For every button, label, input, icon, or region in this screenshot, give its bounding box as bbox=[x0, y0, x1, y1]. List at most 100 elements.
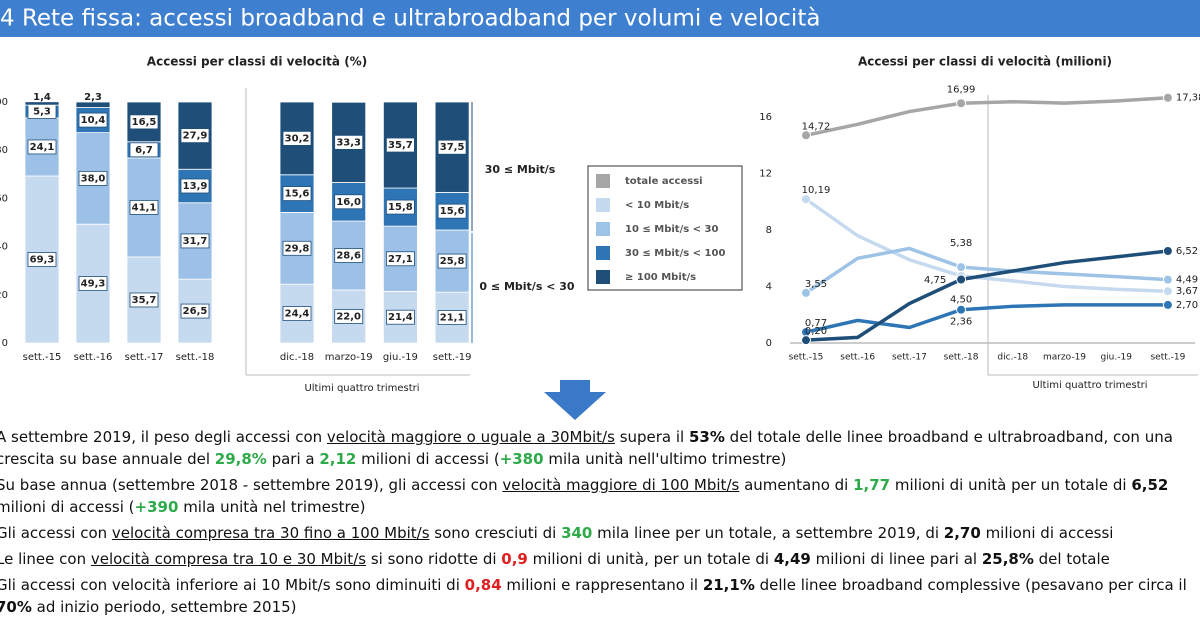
legend-label: ≥ 100 Mbit/s bbox=[625, 272, 696, 283]
group-label: Ultimi quattro trimestri bbox=[1032, 380, 1147, 391]
x-tick-label: sett.-17 bbox=[892, 353, 927, 363]
bullet-text: si sono ridotte di bbox=[366, 550, 502, 568]
data-label: 31,7 bbox=[183, 236, 208, 247]
bullet: Gli accessi con velocità compresa tra 30… bbox=[0, 522, 1200, 544]
label-box bbox=[385, 137, 415, 153]
label-box bbox=[78, 170, 108, 186]
data-label: 16,99 bbox=[947, 84, 976, 95]
data-label: 24,4 bbox=[285, 309, 310, 320]
x-tick-label: sett.-16 bbox=[74, 352, 113, 363]
label-box bbox=[437, 203, 467, 219]
marker bbox=[1162, 299, 1173, 310]
bullets: A settembre 2019, il peso degli accessi … bbox=[0, 426, 1200, 622]
data-label: 69,3 bbox=[30, 254, 55, 265]
bullet-text: Gli accessi con bbox=[0, 524, 112, 542]
data-label: 29,8 bbox=[285, 243, 310, 254]
label-box bbox=[129, 114, 159, 130]
bullet-text: del totale delle linee broadband e ultra… bbox=[0, 428, 1173, 468]
data-label: 27,9 bbox=[183, 131, 208, 142]
label-box bbox=[385, 251, 415, 267]
data-label: 49,3 bbox=[81, 279, 106, 290]
y-tick-label: 80 bbox=[0, 145, 8, 156]
legend-label: 30 ≤ Mbit/s < 100 bbox=[625, 248, 725, 259]
data-label: 2,3 bbox=[84, 92, 102, 103]
label-box bbox=[385, 309, 415, 325]
data-label: 25,8 bbox=[440, 256, 465, 267]
bullet-text: milioni di accessi ( bbox=[0, 498, 135, 516]
marker bbox=[1162, 92, 1173, 103]
legend-swatch bbox=[596, 174, 610, 188]
label-box bbox=[437, 310, 467, 325]
data-label: 6,7 bbox=[135, 145, 153, 156]
data-label: 4,50 bbox=[950, 295, 972, 306]
data-label: 28,6 bbox=[336, 251, 361, 262]
bullet-text: Gli accessi con velocità inferiore ai 10… bbox=[0, 576, 465, 594]
x-tick-label: sett.-19 bbox=[1150, 353, 1185, 363]
data-label: 2,70 bbox=[1176, 300, 1198, 311]
marker bbox=[801, 130, 811, 141]
bullet-text: pari a bbox=[266, 450, 320, 468]
label-box bbox=[180, 303, 210, 319]
bullet-text: 25,8% bbox=[981, 550, 1034, 568]
label-box bbox=[437, 139, 467, 155]
bullet-text: 70% bbox=[0, 598, 32, 616]
data-label: 6,52 bbox=[1176, 246, 1198, 257]
legend-label: 10 ≤ Mbit/s < 30 bbox=[625, 224, 718, 235]
data-label: 15,6 bbox=[440, 206, 465, 217]
data-label: 16,5 bbox=[132, 117, 157, 128]
data-label: 0,77 bbox=[805, 318, 827, 329]
y-tick-label: 4 bbox=[766, 282, 772, 293]
bullet-text: Su base annua (settembre 2018 - settembr… bbox=[0, 476, 503, 494]
line bbox=[805, 246, 1169, 295]
bullet: Le linee con velocità compresa tra 10 e … bbox=[0, 548, 1200, 570]
x-tick-label: sett.-18 bbox=[944, 353, 979, 363]
data-label: 14,72 bbox=[802, 121, 831, 132]
marker bbox=[956, 98, 967, 109]
bullet-text: milioni di unità, per un totale di bbox=[527, 550, 774, 568]
legend-swatch bbox=[596, 246, 610, 260]
label-box bbox=[334, 134, 364, 150]
bar-segment bbox=[24, 101, 60, 106]
data-label: 10,19 bbox=[802, 185, 831, 196]
x-tick-label: marzo-19 bbox=[325, 352, 373, 363]
bullet: Su base annua (settembre 2018 - settembr… bbox=[0, 474, 1200, 518]
bullet-text: velocità maggiore o uguale a 30Mbit/s bbox=[326, 428, 615, 446]
x-tick-label: sett.-17 bbox=[125, 352, 164, 363]
bullet-text: 0,84 bbox=[464, 576, 502, 594]
group-label: Ultimi quattro trimestri bbox=[304, 383, 419, 394]
x-tick-label: giu.-19 bbox=[383, 352, 418, 363]
label-box bbox=[334, 248, 364, 263]
bullet-text: delle linee broadband complessive (pesav… bbox=[754, 576, 1187, 594]
bullet-text: velocità maggiore di 100 Mbit/s bbox=[502, 476, 740, 494]
annotation: 30 ≤ Mbit/s bbox=[485, 163, 556, 176]
marker bbox=[1162, 286, 1173, 297]
x-tick-label: giu.-19 bbox=[1100, 353, 1132, 363]
label-box bbox=[282, 130, 312, 146]
bullet-text: milioni e rappresentano il bbox=[501, 576, 703, 594]
bullet-text: 29,8% bbox=[214, 450, 267, 468]
data-label: 21,4 bbox=[388, 312, 413, 323]
label-box bbox=[27, 139, 57, 155]
bullet-text: ad inizio periodo, settembre 2015) bbox=[31, 598, 297, 616]
x-tick-label: dic.-18 bbox=[997, 353, 1028, 363]
data-label: 2,36 bbox=[950, 317, 972, 328]
marker bbox=[801, 287, 811, 298]
data-label: 21,1 bbox=[440, 313, 465, 324]
line bbox=[805, 303, 1168, 334]
data-label: 1,4 bbox=[33, 92, 51, 103]
label-box bbox=[282, 306, 312, 321]
data-label: 33,3 bbox=[336, 137, 361, 148]
y-tick-label: 20 bbox=[0, 290, 8, 301]
label-box bbox=[334, 194, 364, 210]
data-label: 13,9 bbox=[183, 181, 208, 192]
data-label: 35,7 bbox=[132, 295, 157, 306]
bullet-text: 6,52 bbox=[1131, 476, 1169, 494]
bullet-text: 53% bbox=[689, 428, 725, 446]
x-tick-label: sett.-16 bbox=[840, 353, 875, 363]
y-tick-label: 0 bbox=[766, 338, 772, 349]
line bbox=[805, 96, 1169, 137]
arrow bbox=[544, 380, 606, 420]
bullet-text: milioni di unità per un totale di bbox=[890, 476, 1132, 494]
bullet-text: 21,1% bbox=[702, 576, 755, 594]
bullet-text: 2,70 bbox=[943, 524, 981, 542]
